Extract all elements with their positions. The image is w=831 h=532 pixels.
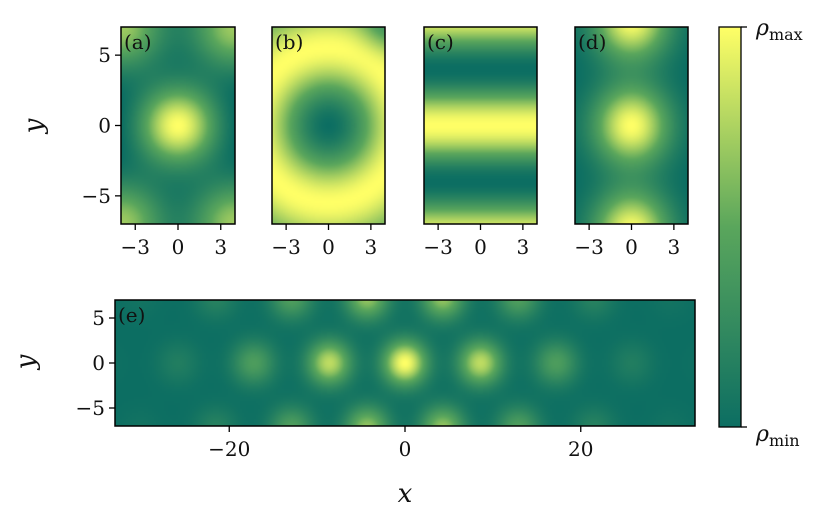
y-tick-label: 0 (92, 351, 105, 375)
x-tick-label: −3 (271, 235, 300, 259)
colorbar-gradient (718, 26, 742, 428)
panel-c: (c) −3 0 3 (423, 26, 538, 259)
y-tick-label: −5 (76, 396, 105, 420)
heatmap-image (115, 300, 695, 426)
y-tick-label: 0 (98, 114, 111, 138)
y-tick-label: 5 (92, 306, 105, 330)
panel-tag: (d) (578, 30, 606, 54)
x-tick-label: 3 (517, 235, 530, 259)
panel-b: (b) −3 0 3 (271, 26, 386, 259)
colorbar-min-label: ρmin (755, 422, 800, 450)
colorbar-max-label: ρmax (755, 16, 803, 44)
x-tick-label: 20 (568, 437, 593, 461)
panel-tag: (b) (275, 30, 303, 54)
y-tick-label: 5 (98, 43, 111, 67)
x-tick-label: 3 (668, 235, 681, 259)
colorbar: ρmax ρmin (718, 16, 803, 450)
x-tick-label: 0 (172, 235, 185, 259)
heatmap-image (575, 27, 688, 224)
x-axis-label: x (398, 479, 413, 509)
x-tick-label: 0 (322, 235, 335, 259)
y-axis-label: y (11, 354, 41, 370)
heatmap-image (272, 27, 385, 224)
panel-d: (d) −3 0 3 (574, 26, 689, 259)
x-tick-label: −20 (208, 437, 250, 461)
panel-tag: (e) (118, 303, 145, 327)
panel-tag: (a) (124, 30, 152, 54)
x-tick-label: −3 (574, 235, 603, 259)
y-tick-label: −5 (82, 184, 111, 208)
x-tick-label: −3 (423, 235, 452, 259)
heatmap-image (121, 27, 235, 224)
panel-a: (a) −3 0 3 5 0 −5 y (19, 26, 236, 259)
panel-tag: (c) (427, 30, 454, 54)
x-tick-label: 3 (214, 235, 227, 259)
x-tick-label: 0 (625, 235, 638, 259)
x-tick-label: −3 (121, 235, 150, 259)
x-tick-label: 0 (399, 437, 412, 461)
panel-e: (e) −20 0 20 5 0 −5 y x (11, 299, 696, 509)
heatmap-image (424, 27, 537, 224)
x-tick-label: 0 (474, 235, 487, 259)
x-tick-label: 3 (365, 235, 378, 259)
y-axis-label: y (19, 118, 49, 134)
